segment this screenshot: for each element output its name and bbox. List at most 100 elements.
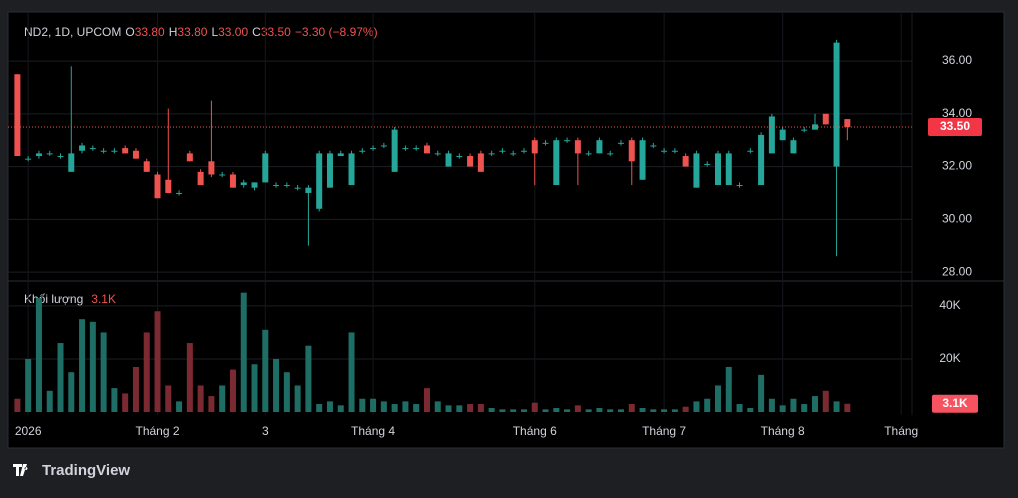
x-tick-label: 2026 (15, 424, 42, 438)
volume-bar (283, 372, 290, 412)
volume-bar (477, 404, 484, 412)
volume-bar (833, 401, 840, 412)
y-tick-label: 30.00 (942, 212, 972, 226)
candle-body (35, 153, 42, 157)
volume-bar (693, 401, 700, 412)
candle-body (165, 179, 172, 193)
volume-bar (725, 366, 732, 412)
candle-body (477, 153, 484, 172)
candle-body (714, 153, 721, 186)
y-tick-label: 28.00 (942, 264, 972, 278)
volume-bar (790, 398, 797, 412)
candle-body (704, 163, 711, 165)
candle-body (359, 150, 366, 152)
volume-bar (208, 396, 215, 412)
candle-body (542, 142, 549, 144)
volume-bar (811, 396, 818, 412)
candle-body (671, 150, 678, 152)
candle-body (413, 148, 420, 150)
brand: TradingView (42, 462, 130, 479)
volume-bar (337, 405, 344, 412)
candle-body (273, 185, 280, 187)
volume-bar (671, 409, 678, 412)
volume-bar (574, 405, 581, 412)
volume-bar (801, 404, 808, 412)
legend: ND2, 1D, UPCOM O33.80 H33.80 L33.00 C33.50 −3… (24, 25, 378, 39)
logo-icon (13, 464, 28, 476)
candle-body (423, 145, 430, 154)
candle-body (46, 153, 53, 155)
volume-bar (89, 321, 96, 412)
candle-body (132, 150, 139, 159)
volume-bar (585, 409, 592, 412)
volume-bar (57, 343, 64, 412)
volume-bar (682, 406, 689, 412)
volume-bar (402, 401, 409, 412)
candle-body (768, 116, 775, 154)
volume-bar (186, 343, 193, 412)
logo (13, 464, 28, 476)
candle-body (456, 156, 463, 158)
volume-bar (456, 405, 463, 412)
volume-bar (434, 401, 441, 412)
volume-bar (35, 297, 42, 412)
candle-body (370, 148, 377, 150)
candle-body (564, 140, 571, 142)
volume-bar (46, 390, 53, 412)
volume-bar (617, 409, 624, 412)
candle-body (176, 192, 183, 194)
change: −3.30 (−8.97%) (295, 25, 378, 39)
volume-bar (736, 404, 743, 412)
symbol: ND2, 1D, UPCOM (24, 25, 121, 39)
candle-body (326, 153, 333, 188)
candle-body (197, 171, 204, 186)
candle-body (391, 129, 398, 172)
volume-bar (639, 408, 646, 412)
candle-body (531, 140, 538, 154)
volume-bar (380, 401, 387, 412)
candle-body (89, 148, 96, 150)
candle-body (79, 145, 86, 151)
volume-bar (154, 311, 161, 412)
candle-body (844, 119, 851, 128)
volume-bar (25, 358, 32, 412)
volume-bar (316, 404, 323, 412)
c-label: C (252, 25, 261, 39)
volume-bar (714, 385, 721, 412)
candle-body (617, 142, 624, 144)
volume-bar (111, 388, 118, 412)
x-tick-label: Tháng (884, 424, 918, 438)
volume-bar (229, 369, 236, 412)
volume-bar (650, 409, 657, 412)
candle-body (402, 148, 409, 150)
candle-body (467, 156, 474, 167)
volume-bar (822, 390, 829, 412)
candle-body (553, 140, 560, 186)
candle-body (68, 153, 75, 172)
candle-body (758, 134, 765, 186)
volume-bar (413, 404, 420, 412)
candle-body (585, 153, 592, 155)
last-price-label: 33.50 (940, 119, 970, 133)
volume-bar (251, 364, 258, 412)
candle-body (122, 148, 129, 154)
volume-bar (14, 398, 21, 412)
candle-body (305, 187, 312, 193)
candle-body (596, 140, 603, 154)
candle-body (499, 150, 506, 152)
candle-body (488, 153, 495, 155)
volume-bar (391, 404, 398, 412)
volume-bar (68, 372, 75, 412)
open: 33.80 (135, 25, 165, 39)
volume-bar (240, 292, 247, 412)
volume-bar (294, 385, 301, 412)
volume-bar (704, 398, 711, 412)
high: 33.80 (177, 25, 207, 39)
candle-body (801, 129, 808, 131)
candle-body (811, 124, 818, 130)
volume-bar (197, 385, 204, 412)
l-label: L (211, 25, 218, 39)
volume-bar (531, 402, 538, 412)
volume-bar (661, 409, 668, 412)
